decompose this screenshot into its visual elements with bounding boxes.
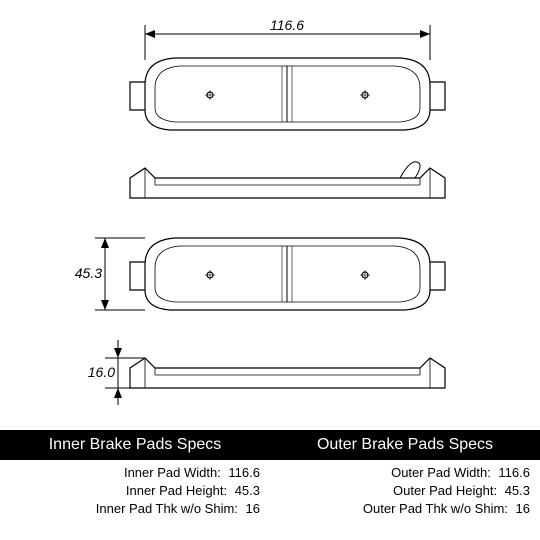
- spec-row: Inner Pad Height: 45.3: [10, 482, 260, 500]
- spec-label: Outer Pad Thk w/o Shim:: [363, 501, 508, 516]
- brake-pad-diagram: 116.6: [0, 0, 540, 430]
- outer-specs-header: Outer Brake Pads Specs: [270, 430, 540, 460]
- thickness-dimension: 16.0: [88, 340, 145, 405]
- spec-label: Outer Pad Width:: [391, 465, 491, 480]
- spec-value: 16: [246, 501, 260, 516]
- height-label: 45.3: [75, 265, 102, 281]
- spec-row: Inner Pad Thk w/o Shim: 16: [10, 500, 260, 518]
- spec-row: Outer Pad Height: 45.3: [280, 482, 530, 500]
- spec-label: Outer Pad Height:: [393, 483, 497, 498]
- height-dimension: 45.3: [75, 238, 145, 310]
- spec-value: 45.3: [235, 483, 260, 498]
- spec-row: Outer Pad Width: 116.6: [280, 464, 530, 482]
- pad-top-edge: [130, 162, 445, 198]
- inner-specs-column: Inner Pad Width: 116.6 Inner Pad Height:…: [0, 460, 270, 523]
- spec-label: Inner Pad Width:: [124, 465, 221, 480]
- spec-value: 45.3: [505, 483, 530, 498]
- spec-row: Inner Pad Width: 116.6: [10, 464, 260, 482]
- thickness-label: 16.0: [88, 364, 115, 380]
- specs-table: Inner Pad Width: 116.6 Inner Pad Height:…: [0, 460, 540, 523]
- spec-row: Outer Pad Thk w/o Shim: 16: [280, 500, 530, 518]
- pad-bottom-front: [130, 238, 445, 310]
- width-label: 116.6: [270, 17, 304, 33]
- spec-value: 116.6: [228, 465, 260, 480]
- pad-bottom-edge: [130, 358, 445, 388]
- inner-specs-header: Inner Brake Pads Specs: [0, 430, 270, 460]
- spec-label: Inner Pad Thk w/o Shim:: [96, 501, 238, 516]
- spec-value: 16: [516, 501, 530, 516]
- specs-header-bar: Inner Brake Pads Specs Outer Brake Pads …: [0, 430, 540, 460]
- spec-label: Inner Pad Height:: [126, 483, 227, 498]
- diagram-svg: 116.6: [10, 10, 530, 430]
- width-dimension: 116.6: [145, 17, 430, 60]
- spec-value: 116.6: [498, 465, 530, 480]
- pad-top-front: [130, 58, 445, 130]
- outer-specs-column: Outer Pad Width: 116.6 Outer Pad Height:…: [270, 460, 540, 523]
